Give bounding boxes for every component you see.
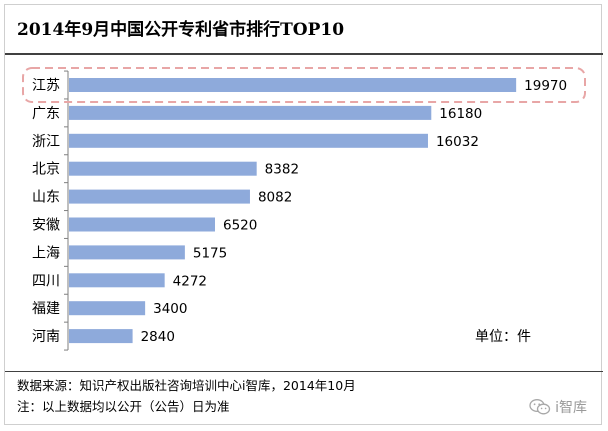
value-label: 3400	[153, 301, 187, 317]
value-label: 16180	[439, 106, 482, 122]
category-label: 广东	[32, 106, 60, 122]
category-label: 上海	[32, 245, 60, 261]
chart-frame: 2014年9月中国公开专利省市排行TOP10 江苏广东浙江北京山东安徽上海四川福…	[4, 4, 602, 425]
remark-note: 注：以上数据均以公开（公告）日为准	[17, 396, 230, 415]
value-label: 19970	[524, 78, 567, 94]
value-label: 6520	[223, 218, 257, 234]
category-label: 安徽	[32, 218, 60, 234]
category-label: 河南	[32, 329, 60, 345]
category-label: 江苏	[32, 78, 60, 94]
value-label: 8082	[258, 190, 292, 206]
bar-3	[69, 162, 257, 176]
category-labels-layer: 江苏广东浙江北京山东安徽上海四川福建河南	[32, 78, 60, 345]
value-label: 2840	[141, 329, 175, 345]
category-label: 山东	[32, 190, 60, 206]
footer-divider	[5, 371, 603, 372]
bar-1	[69, 106, 431, 120]
bar-4	[69, 190, 250, 204]
watermark: i智库	[529, 397, 587, 417]
value-label: 5175	[193, 245, 227, 261]
source-note: 数据来源：知识产权出版社咨询培训中心i智库，2014年10月	[17, 375, 356, 394]
bar-chart: 江苏广东浙江北京山东安徽上海四川福建河南 19970 16180 16032 8382…	[5, 55, 603, 370]
unit-label: 单位：件	[475, 329, 531, 345]
value-label: 8382	[265, 162, 299, 178]
value-label: 16032	[436, 134, 479, 150]
chart-title: 2014年9月中国公开专利省市排行TOP10	[17, 15, 344, 40]
category-label: 四川	[32, 273, 60, 289]
y-axis-ticks	[64, 71, 68, 350]
wechat-icon	[529, 398, 551, 416]
bar-9	[69, 329, 133, 343]
category-label: 北京	[32, 162, 60, 178]
bar-7	[69, 273, 165, 287]
watermark-text: i智库	[555, 397, 587, 417]
category-label: 福建	[32, 301, 60, 317]
bar-0	[69, 78, 516, 92]
bar-5	[69, 218, 215, 232]
bar-2	[69, 134, 428, 148]
category-label: 浙江	[32, 134, 60, 150]
value-label: 4272	[173, 273, 207, 289]
bar-8	[69, 301, 145, 315]
bar-6	[69, 245, 185, 259]
